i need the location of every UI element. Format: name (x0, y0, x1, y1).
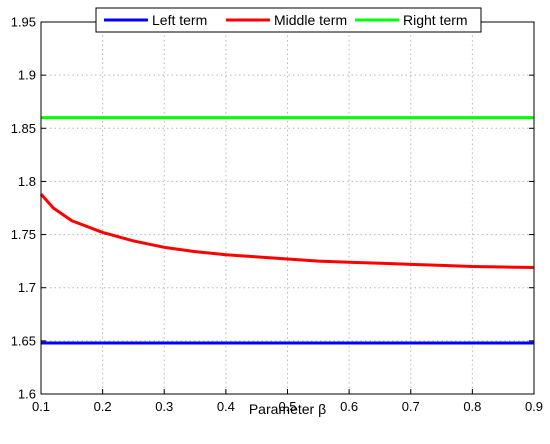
x-tick-label: 0.1 (32, 399, 50, 414)
y-tick-label: 1.85 (11, 121, 36, 136)
y-tick-label: 1.95 (11, 15, 36, 30)
x-tick-label: 0.4 (217, 399, 235, 414)
y-tick-label: 1.75 (11, 227, 36, 242)
series-line-2 (39, 193, 535, 270)
plot-area (39, 116, 535, 345)
x-tick-label: 0.2 (94, 399, 112, 414)
y-tick-label: 1.9 (18, 68, 36, 83)
y-tick-label: 1.65 (11, 333, 36, 348)
axis-ticks: 0.1 0.2 0.3 0.4 0.5 0.6 0.7 0.8 0.9 1.6 1.65 1.7 1.7… (11, 15, 543, 415)
grid (41, 22, 534, 394)
x-tick-label: 0.9 (525, 399, 543, 414)
y-tick-label: 1.6 (18, 387, 36, 402)
x-axis-label: Parameter β (249, 401, 326, 417)
x-tick-label: 0.7 (402, 399, 420, 414)
x-tick-label: 0.8 (463, 399, 481, 414)
y-tick-label: 1.7 (18, 280, 36, 295)
y-tick-label: 1.8 (18, 174, 36, 189)
legend-box (95, 7, 482, 33)
x-tick-label: 0.5 (278, 399, 296, 414)
legend-label-1: Left term (152, 12, 207, 28)
legend: Left term Middle term Right term (95, 7, 482, 33)
legend-label-3: Right term (403, 12, 468, 28)
x-tick-label: 0.6 (340, 399, 358, 414)
x-tick-label: 0.3 (155, 399, 173, 414)
legend-label-2: Middle term (274, 12, 347, 28)
